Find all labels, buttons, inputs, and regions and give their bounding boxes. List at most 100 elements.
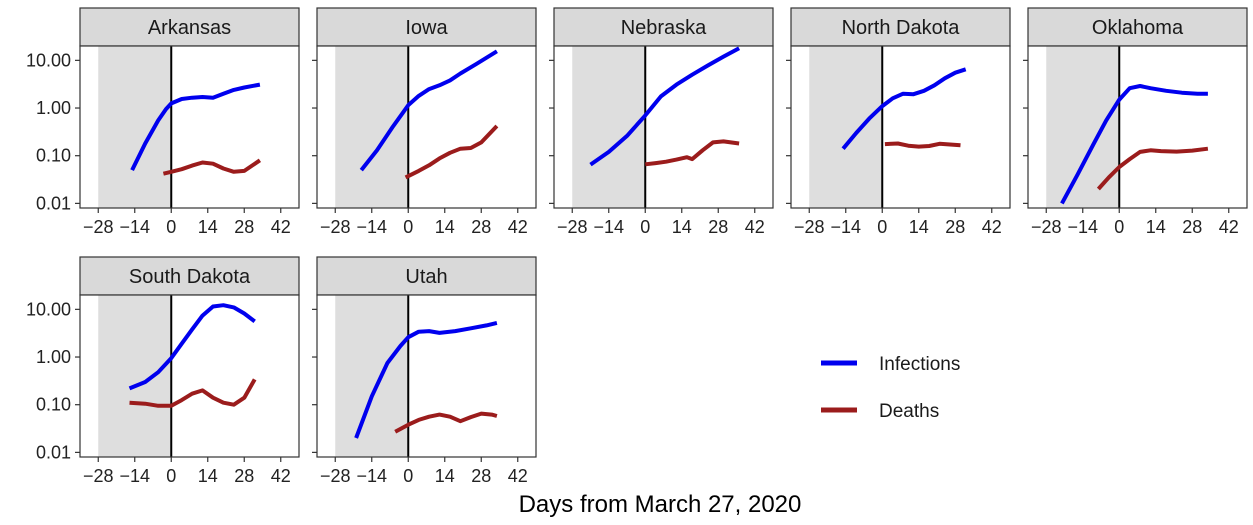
x-tick-label: 28	[471, 466, 491, 486]
x-tick-label: −28	[794, 217, 825, 237]
x-tick-label: 0	[640, 217, 650, 237]
facet-panel: Oklahoma −28 −14 0 14 28 42	[1023, 7, 1248, 237]
x-tick-label: −14	[356, 217, 387, 237]
panel-title: South Dakota	[129, 266, 251, 288]
panel-border	[79, 294, 300, 458]
infections-line	[589, 46, 741, 167]
x-tick-label: 42	[982, 217, 1002, 237]
legend-label: Infections	[879, 354, 960, 375]
facet-panel: Arkansas −28 −14 0 14 28 42 0.01 0.10 1.00 10.00	[26, 7, 300, 237]
panel-border	[316, 45, 537, 209]
legend: Infections Deaths	[821, 354, 960, 422]
shaded-region	[335, 46, 409, 208]
x-tick-label: 42	[271, 217, 291, 237]
panel-title: Oklahoma	[1092, 17, 1184, 39]
x-tick-label: 14	[435, 217, 455, 237]
infections-line	[354, 320, 498, 439]
x-tick-label: 28	[708, 217, 728, 237]
infections-line	[1060, 84, 1208, 205]
panel-strip	[1027, 7, 1248, 47]
x-tick-label: 0	[1114, 217, 1124, 237]
x-tick-label: 28	[945, 217, 965, 237]
deaths-line	[645, 139, 740, 167]
deaths-line	[404, 124, 499, 180]
x-tick-label: −14	[830, 217, 861, 237]
panel-strip	[316, 256, 537, 296]
x-tick-label: −28	[83, 217, 114, 237]
deaths-line	[162, 158, 262, 176]
x-tick-label: 14	[435, 466, 455, 486]
x-tick-label: 42	[1219, 217, 1239, 237]
x-tick-label: 28	[234, 217, 254, 237]
x-tick-label: 0	[403, 466, 413, 486]
x-tick-label: −14	[1067, 217, 1098, 237]
facet-panel: North Dakota −28 −14 0 14 28 42	[786, 7, 1011, 237]
deaths-line	[394, 411, 498, 434]
y-tick-label: 0.01	[36, 442, 71, 462]
x-tick-label: 28	[471, 217, 491, 237]
x-tick-label: 42	[745, 217, 765, 237]
panel-border	[316, 294, 537, 458]
shaded-region	[98, 295, 172, 457]
y-tick-label: 0.10	[36, 146, 71, 166]
facet-panel: South Dakota −28 −14 0 14 28 42 0.01 0.10 1.00 10.…	[26, 256, 300, 486]
x-tick-label: 0	[166, 466, 176, 486]
shaded-region	[1046, 46, 1120, 208]
panel-strip	[790, 7, 1011, 47]
x-tick-label: 14	[198, 466, 218, 486]
x-axis-title: Days from March 27, 2020	[519, 491, 802, 518]
shaded-region	[98, 46, 172, 208]
panel-border	[1027, 45, 1248, 209]
panel-strip	[79, 7, 300, 47]
deaths-line	[1096, 146, 1209, 191]
facet-panel: Iowa −28 −14 0 14 28 42	[312, 7, 537, 237]
x-tick-label: −14	[593, 217, 624, 237]
x-tick-label: 42	[508, 466, 528, 486]
x-tick-label: −14	[119, 466, 150, 486]
x-tick-label: 14	[198, 217, 218, 237]
x-tick-label: 28	[1182, 217, 1202, 237]
infections-line	[841, 67, 967, 150]
y-tick-label: 10.00	[26, 50, 71, 70]
y-tick-label: 1.00	[36, 98, 71, 118]
panel-title: North Dakota	[842, 17, 961, 39]
deaths-line	[129, 378, 257, 408]
x-tick-label: −14	[356, 466, 387, 486]
x-tick-label: 14	[909, 217, 929, 237]
x-tick-label: 14	[672, 217, 692, 237]
facet-panel: Nebraska −28 −14 0 14 28 42	[549, 7, 774, 237]
y-tick-label: 0.01	[36, 193, 71, 213]
infections-line	[130, 82, 261, 171]
infections-line	[128, 303, 256, 391]
facet-panel: Utah −28 −14 0 14 28 42	[312, 256, 537, 486]
x-tick-label: −28	[557, 217, 588, 237]
panel-strip	[316, 7, 537, 47]
panel-title: Arkansas	[148, 17, 231, 39]
panel-border	[790, 45, 1011, 209]
y-tick-label: 0.10	[36, 395, 71, 415]
panel-title: Utah	[405, 266, 447, 288]
x-tick-label: 14	[1146, 217, 1166, 237]
y-tick-label: 10.00	[26, 299, 71, 319]
x-tick-label: 42	[508, 217, 528, 237]
x-tick-label: −28	[1031, 217, 1062, 237]
shaded-region	[809, 46, 883, 208]
panel-title: Nebraska	[621, 17, 707, 39]
x-tick-label: 28	[234, 466, 254, 486]
panel-border	[553, 45, 774, 209]
y-tick-label: 1.00	[36, 347, 71, 367]
x-tick-label: 0	[166, 217, 176, 237]
x-tick-label: 0	[877, 217, 887, 237]
panel-strip	[553, 7, 774, 47]
infections-line	[359, 49, 498, 172]
panel-border	[79, 45, 300, 209]
x-tick-label: −28	[320, 217, 351, 237]
deaths-line	[884, 141, 961, 149]
x-tick-label: 0	[403, 217, 413, 237]
x-tick-label: 42	[271, 466, 291, 486]
panel-title: Iowa	[405, 17, 448, 39]
panel-strip	[79, 256, 300, 296]
x-tick-label: −28	[83, 466, 114, 486]
legend-label: Deaths	[879, 401, 939, 422]
